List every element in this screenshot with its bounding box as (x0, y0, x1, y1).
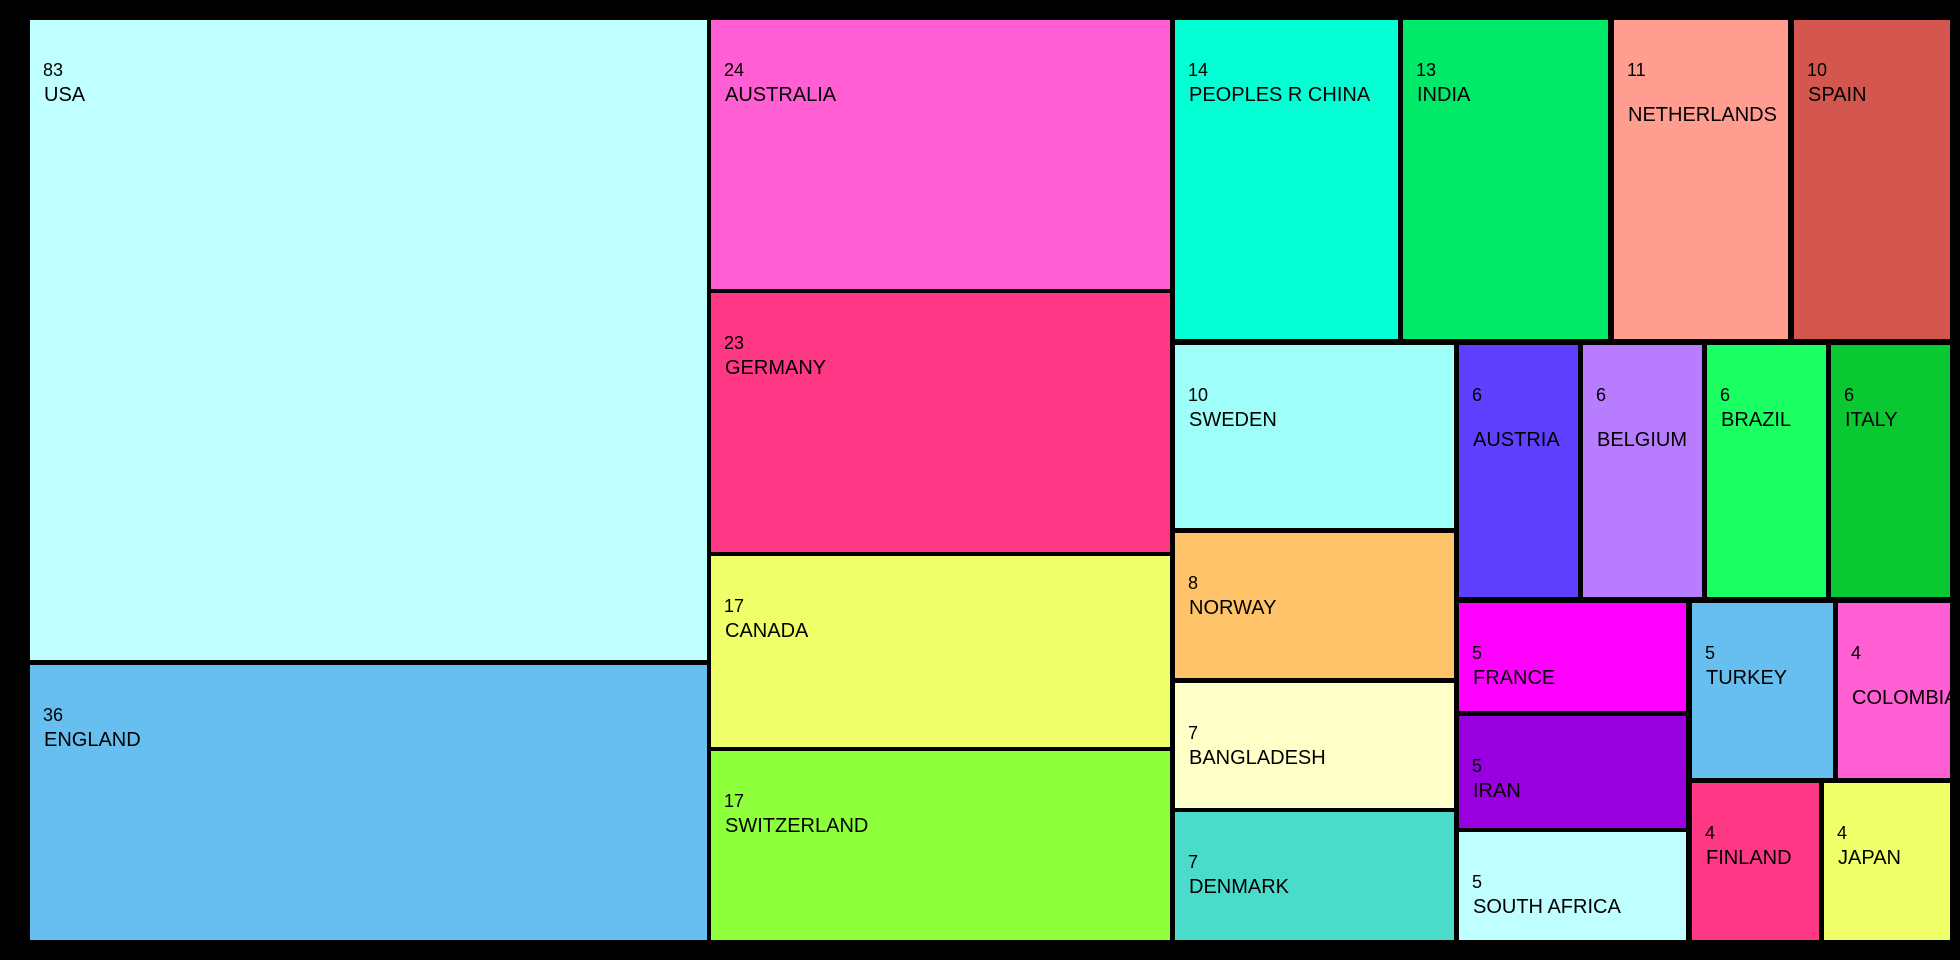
treemap-label-germany: GERMANY (725, 357, 827, 379)
treemap-value-usa: 83 (43, 60, 64, 80)
treemap-label-sweden: SWEDEN (1189, 409, 1277, 431)
treemap-cell-australia: 24 AUSTRALIA (711, 20, 1170, 289)
treemap-cell-denmark: 7 DENMARK (1175, 812, 1454, 940)
treemap-cell-finland: 4 FINLAND (1692, 783, 1819, 940)
treemap-cell-colombia: 4 COLOMBIA (1838, 603, 1950, 778)
treemap-value-england: 36 (43, 705, 64, 725)
treemap-label-belgium: BELGIUM (1597, 429, 1688, 451)
treemap-cell-belgium: 6 BELGIUM (1583, 345, 1702, 597)
treemap-label-england: ENGLAND (44, 729, 141, 751)
treemap-cell-norway: 8 NORWAY (1175, 533, 1454, 678)
treemap-value-netherlands: 11 (1627, 60, 1646, 80)
treemap-value-austria: 6 (1472, 385, 1483, 405)
treemap-value-belgium: 6 (1596, 385, 1607, 405)
treemap-value-peoples-r-china: 14 (1188, 60, 1209, 80)
treemap-value-india: 13 (1416, 60, 1437, 80)
treemap-label-south-africa: SOUTH AFRICA (1473, 896, 1621, 918)
treemap-label-japan: JAPAN (1838, 847, 1901, 869)
treemap-cell-turkey: 5 TURKEY (1692, 603, 1833, 778)
treemap-label-finland: FINLAND (1706, 847, 1792, 869)
treemap-cell-austria: 6 AUSTRIA (1459, 345, 1578, 597)
treemap-label-peoples-r-china: PEOPLES R CHINA (1189, 84, 1371, 106)
treemap-value-colombia: 4 (1851, 643, 1862, 663)
treemap-label-netherlands: NETHERLANDS (1628, 104, 1777, 126)
treemap-value-brazil: 6 (1720, 385, 1731, 405)
treemap-cell-japan: 4 JAPAN (1824, 783, 1950, 940)
treemap-label-italy: ITALY (1845, 409, 1898, 431)
treemap-value-spain: 10 (1807, 60, 1828, 80)
treemap-value-finland: 4 (1705, 823, 1716, 843)
treemap-label-france: FRANCE (1473, 667, 1556, 689)
treemap-value-germany: 23 (724, 333, 745, 353)
treemap-cell-canada: 17 CANADA (711, 556, 1170, 747)
treemap-label-usa: USA (44, 84, 86, 106)
treemap-value-italy: 6 (1844, 385, 1855, 405)
treemap-cell-peoples-r-china: 14 PEOPLES R CHINA (1175, 20, 1398, 339)
treemap-cell-netherlands: 11 NETHERLANDS (1614, 20, 1788, 339)
treemap-label-brazil: BRAZIL (1721, 409, 1792, 431)
treemap-cell-south-africa: 5 SOUTH AFRICA (1459, 832, 1686, 940)
treemap-cell-bangladesh: 7 BANGLADESH (1175, 683, 1454, 808)
treemap-cell-england: 36 ENGLAND (30, 665, 707, 940)
treemap-cell-iran: 5 IRAN (1459, 716, 1686, 828)
treemap-cell-sweden: 10 SWEDEN (1175, 345, 1454, 528)
treemap-label-australia: AUSTRALIA (725, 84, 837, 106)
treemap-label-bangladesh: BANGLADESH (1189, 747, 1326, 769)
treemap-label-turkey: TURKEY (1706, 667, 1788, 689)
treemap-label-india: INDIA (1417, 84, 1471, 106)
treemap-value-australia: 24 (724, 60, 745, 80)
treemap-label-austria: AUSTRIA (1473, 429, 1560, 451)
treemap-label-denmark: DENMARK (1189, 876, 1290, 898)
treemap-cell-germany: 23 GERMANY (711, 293, 1170, 552)
treemap-label-norway: NORWAY (1189, 597, 1277, 619)
treemap-label-switzerland: SWITZERLAND (725, 815, 869, 837)
treemap-value-turkey: 5 (1705, 643, 1716, 663)
treemap-cell-usa: 83 USA (30, 20, 707, 660)
treemap-cell-spain: 10 SPAIN (1794, 20, 1950, 339)
treemap-value-japan: 4 (1837, 823, 1848, 843)
treemap-value-switzerland: 17 (724, 791, 745, 811)
treemap-cell-france: 5 FRANCE (1459, 603, 1686, 711)
treemap-value-sweden: 10 (1188, 385, 1209, 405)
treemap-value-iran: 5 (1472, 756, 1483, 776)
treemap-label-spain: SPAIN (1808, 84, 1867, 106)
treemap-cell-india: 13 INDIA (1403, 20, 1608, 339)
treemap-label-canada: CANADA (725, 620, 809, 642)
treemap-value-canada: 17 (724, 596, 745, 616)
treemap-value-bangladesh: 7 (1188, 723, 1199, 743)
treemap-value-denmark: 7 (1188, 852, 1199, 872)
treemap-value-south-africa: 5 (1472, 872, 1483, 892)
treemap-cell-switzerland: 17 SWITZERLAND (711, 751, 1170, 940)
treemap-value-norway: 8 (1188, 573, 1199, 593)
treemap-label-iran: IRAN (1473, 780, 1521, 802)
treemap-cell-brazil: 6 BRAZIL (1707, 345, 1826, 597)
treemap-cell-italy: 6 ITALY (1831, 345, 1950, 597)
treemap-label-colombia: COLOMBIA (1852, 687, 1950, 709)
treemap-value-france: 5 (1472, 643, 1483, 663)
